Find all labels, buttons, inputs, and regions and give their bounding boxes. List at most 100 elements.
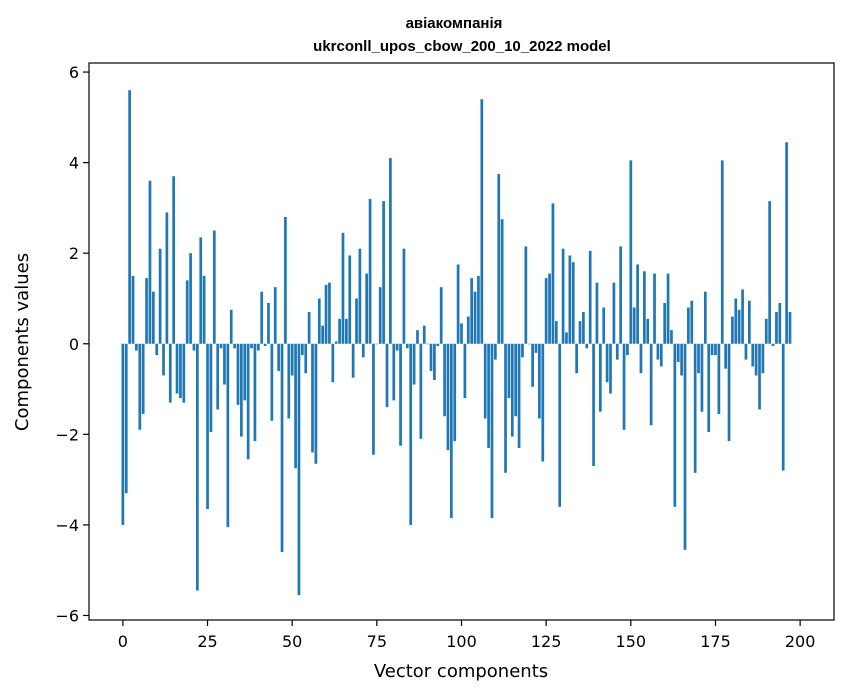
bar [206, 343, 209, 510]
bar [761, 343, 765, 374]
bar [649, 343, 653, 426]
bar [666, 273, 670, 344]
bar [223, 343, 226, 385]
plot-frame [88, 62, 835, 621]
bar [690, 300, 694, 344]
bar [246, 343, 250, 460]
bar [565, 332, 568, 344]
bar [439, 287, 443, 344]
bar [378, 287, 382, 344]
bar [629, 160, 633, 344]
bar [121, 343, 125, 525]
bar [287, 343, 291, 419]
bar [747, 300, 751, 344]
bar [284, 216, 287, 344]
bar [395, 343, 399, 351]
bar [466, 316, 470, 344]
bar [534, 343, 538, 353]
bar [585, 343, 589, 349]
bar [592, 343, 595, 467]
bar [703, 291, 707, 344]
bar [290, 343, 294, 376]
bar [226, 343, 230, 528]
bar [321, 325, 325, 344]
bar [504, 343, 507, 473]
bar [453, 343, 457, 442]
bar [348, 255, 352, 344]
bar [199, 237, 203, 344]
bar [253, 343, 257, 442]
x-tick-label: 50 [282, 632, 302, 651]
bar [270, 343, 274, 421]
bar [277, 343, 280, 371]
bar [463, 343, 467, 399]
bar [700, 343, 704, 412]
x-tick-label: 125 [531, 632, 562, 651]
bar [768, 201, 772, 344]
bar [328, 282, 331, 344]
bar [663, 303, 667, 344]
bar [710, 343, 714, 356]
bar [280, 343, 284, 553]
chart-title: авіакомпанія [406, 15, 503, 32]
bar [392, 343, 396, 401]
bar [422, 325, 426, 344]
bar [727, 343, 731, 442]
bar [446, 343, 450, 451]
bar [676, 343, 680, 362]
bar [785, 142, 788, 344]
bar [510, 343, 514, 437]
bar [155, 343, 159, 356]
bar [233, 343, 236, 349]
bar [680, 343, 683, 376]
bar [653, 273, 656, 344]
bar [731, 316, 734, 344]
bar [778, 303, 782, 344]
bar [582, 312, 585, 344]
bar [609, 343, 612, 394]
bar [416, 330, 419, 344]
bar [145, 278, 148, 344]
bar [185, 280, 189, 344]
bar [307, 312, 311, 344]
bar [385, 343, 389, 408]
bar [216, 343, 220, 410]
bar [365, 273, 369, 344]
bar [338, 318, 341, 344]
bar [494, 343, 497, 360]
bar [141, 343, 145, 414]
x-tick-label: 100 [446, 632, 477, 651]
bar [673, 343, 677, 507]
bar [507, 343, 511, 399]
bar [260, 291, 264, 344]
bar [717, 343, 721, 414]
bar [473, 291, 477, 344]
bar [632, 307, 636, 344]
y-tick-label: −4 [55, 516, 79, 535]
bar [382, 201, 385, 344]
bar [612, 282, 616, 344]
bar [372, 343, 375, 455]
bar [389, 158, 392, 344]
bar [602, 307, 606, 344]
bar [135, 343, 138, 351]
x-axis-label: Vector components [374, 661, 548, 682]
bar [345, 318, 348, 344]
y-tick-label: −6 [55, 606, 79, 625]
bar [158, 248, 162, 344]
bar [311, 343, 314, 453]
bar [168, 343, 172, 403]
bar [402, 248, 406, 344]
bar [419, 343, 423, 439]
bar [775, 312, 778, 344]
bar [124, 343, 128, 494]
x-axis-ticks: 0 25 50 75 100 125 150 175 200 [118, 620, 815, 651]
bars-group [121, 90, 792, 596]
bar [138, 343, 142, 430]
bar [517, 343, 521, 448]
bar [626, 343, 629, 356]
bar [656, 343, 660, 360]
x-tick-label: 0 [118, 632, 128, 651]
bar [788, 312, 792, 344]
bar [497, 173, 501, 344]
